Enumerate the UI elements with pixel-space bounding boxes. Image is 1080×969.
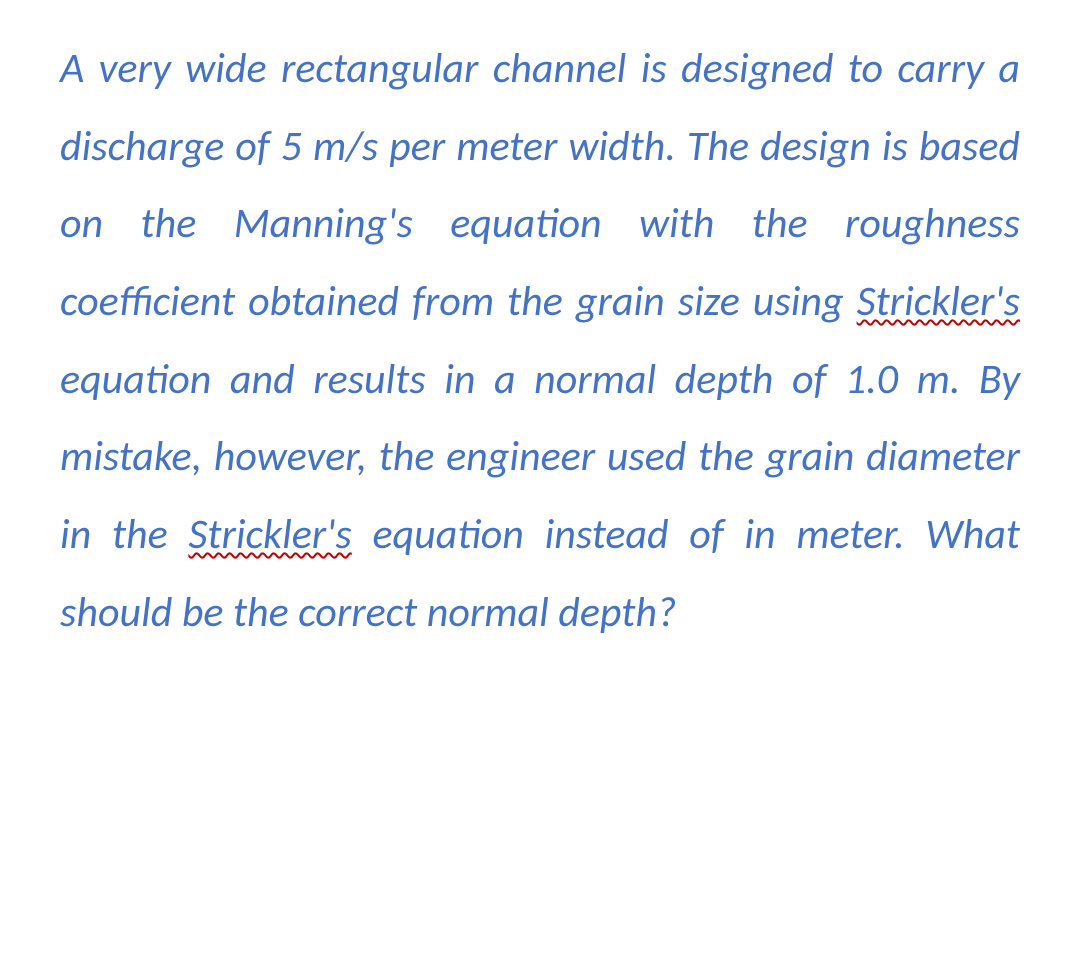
spellcheck-word-1: Strickler's: [857, 276, 1020, 327]
problem-paragraph: A very wide rectangular channel is desig…: [60, 30, 1020, 652]
spellcheck-word-2: Strickler's: [188, 509, 351, 560]
